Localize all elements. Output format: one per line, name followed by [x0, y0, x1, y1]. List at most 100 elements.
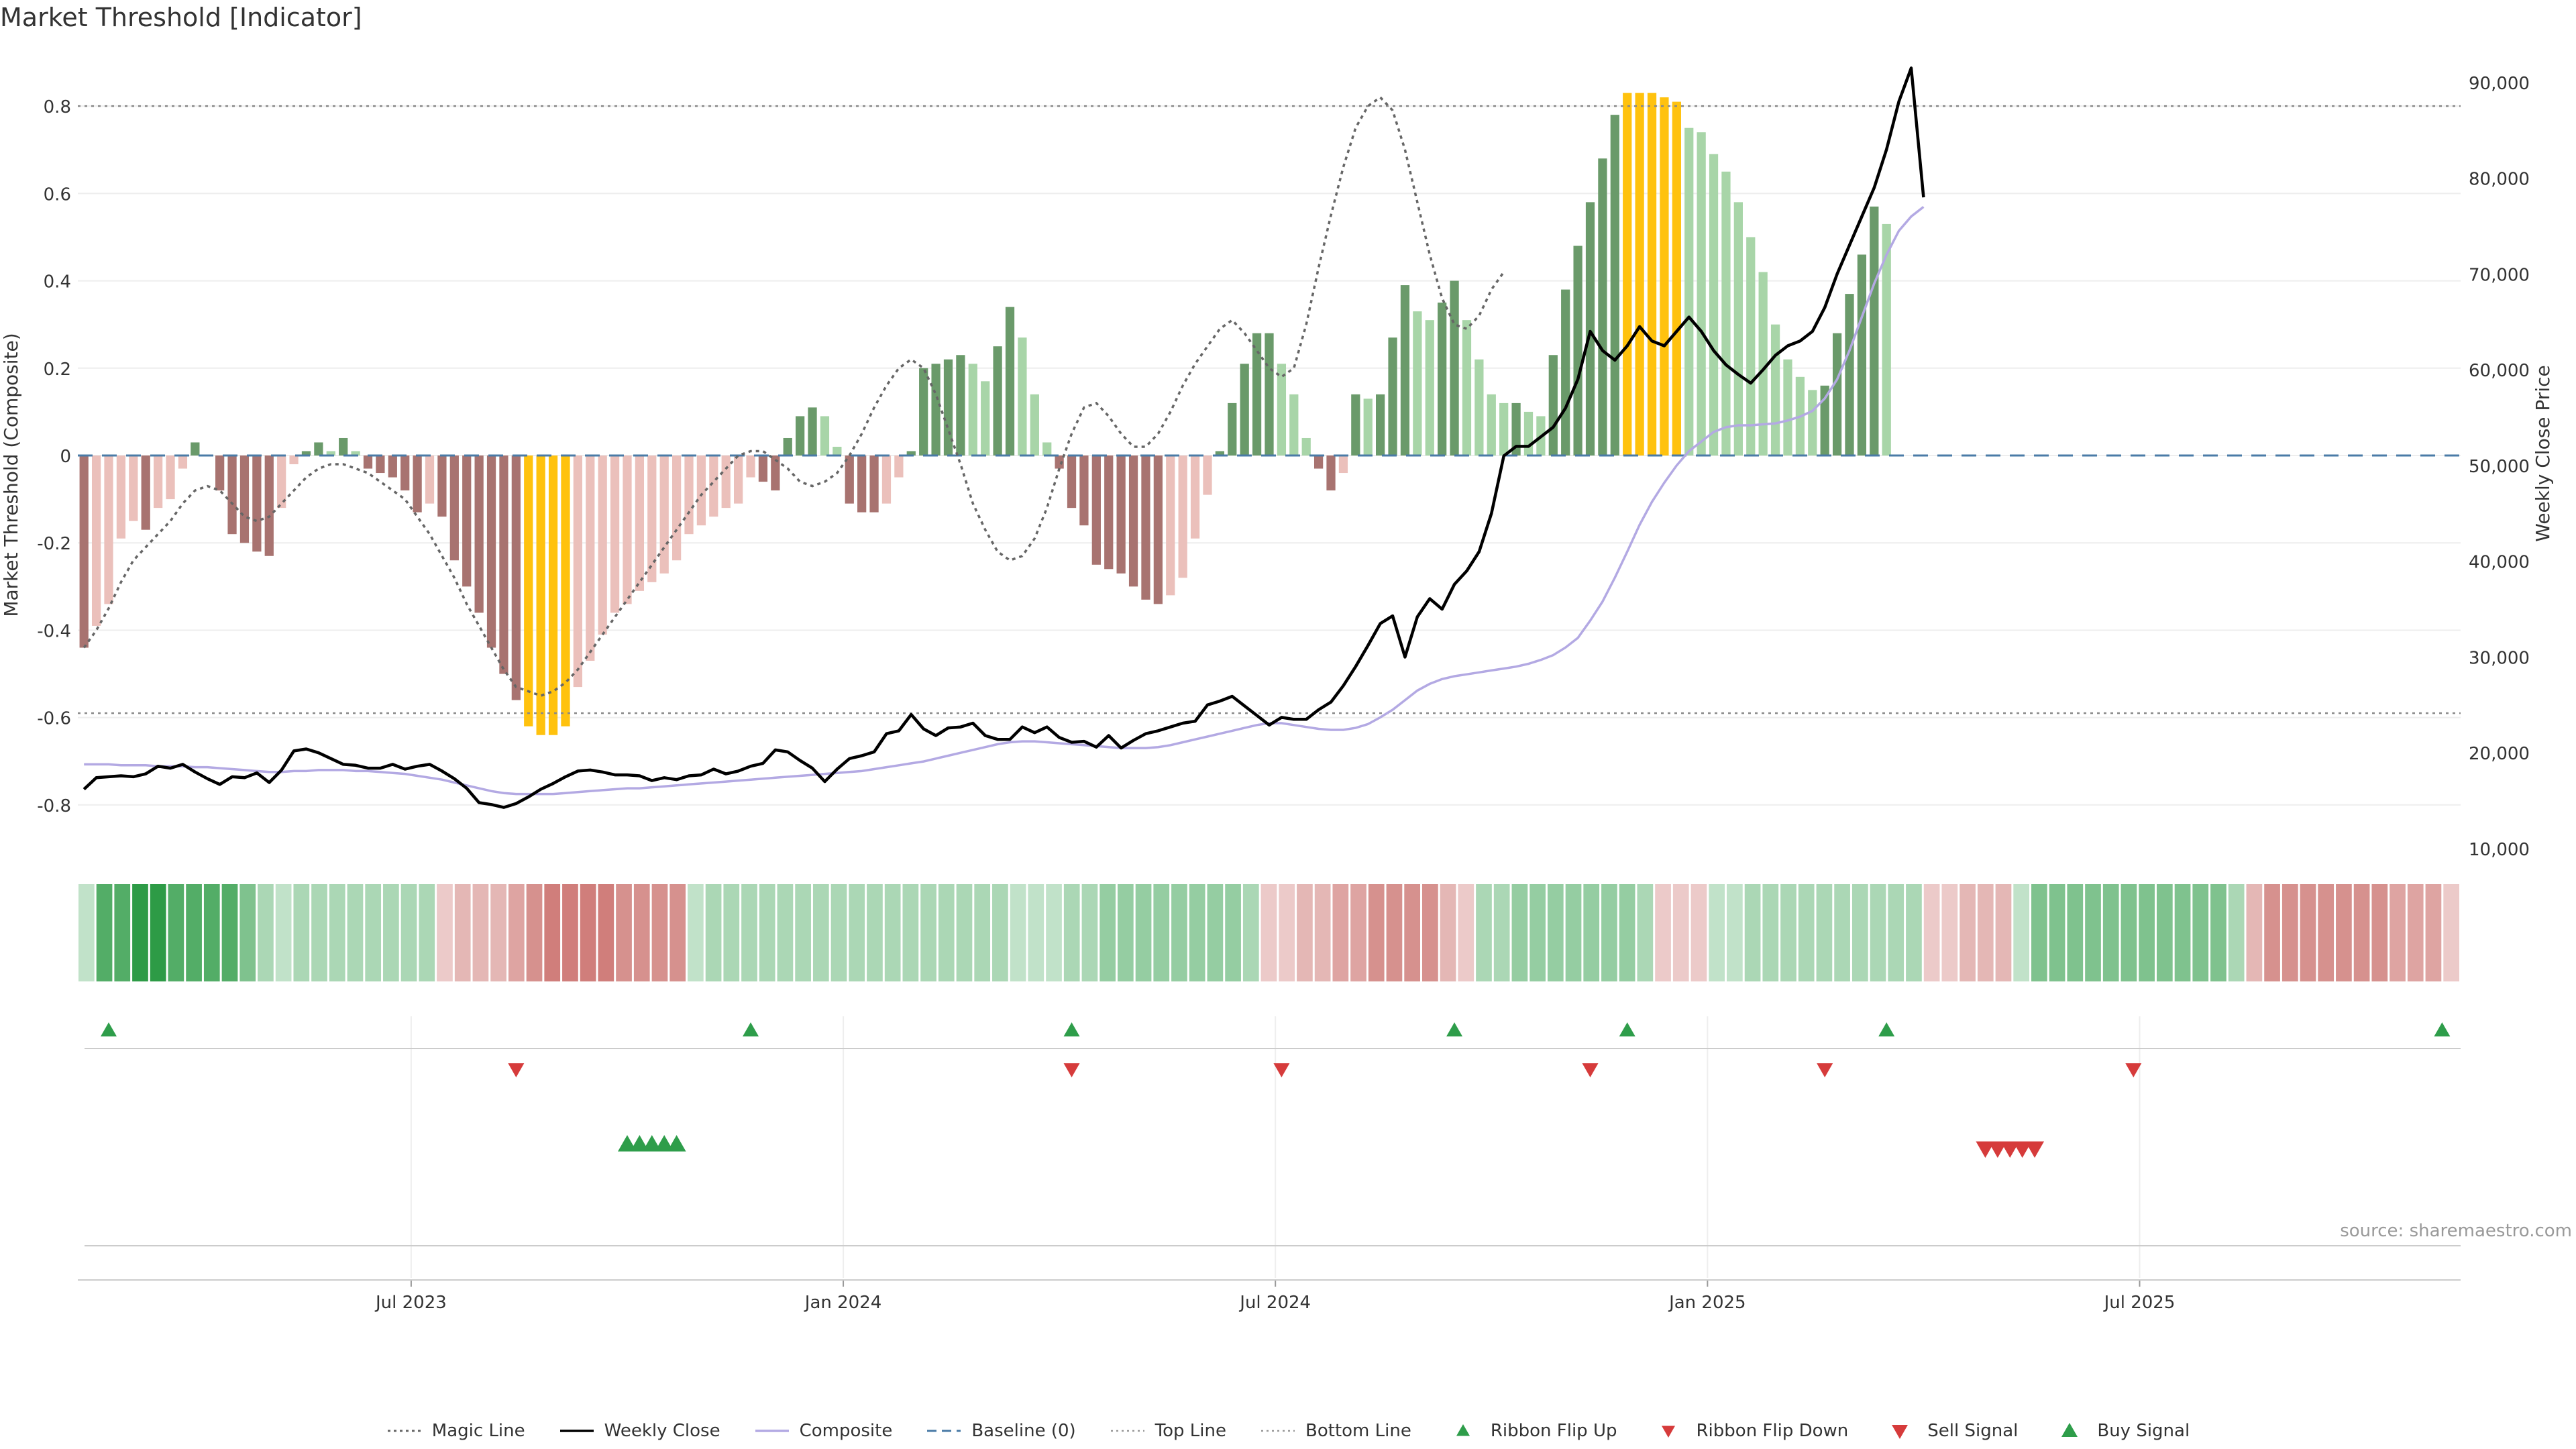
- composite-bar: [1561, 289, 1570, 456]
- composite-bar: [1598, 158, 1607, 456]
- ribbon-cell: [1565, 884, 1582, 981]
- y2-tick-label: 90,000: [2469, 74, 2530, 94]
- signal-panels: [78, 1022, 2461, 1281]
- y-tick-label: 0.2: [44, 360, 71, 380]
- buy-signal-marker: [630, 1135, 649, 1152]
- composite-bar: [166, 455, 175, 500]
- composite-bar: [561, 455, 570, 727]
- legend-swatch-icon: [927, 1430, 961, 1432]
- ribbon-cell: [1081, 884, 1098, 981]
- composite-bar: [1313, 455, 1324, 469]
- y-tick-label: 0.4: [44, 272, 71, 292]
- y-tick-label: -0.4: [37, 621, 71, 641]
- ribbon-cell: [1798, 884, 1815, 981]
- ribbon-cell: [329, 884, 345, 981]
- composite-bar: [598, 455, 607, 635]
- ribbon-cell: [150, 884, 166, 981]
- ribbon-flip-up-marker: [2434, 1022, 2451, 1036]
- composite-bar: [1523, 411, 1534, 456]
- chart-title: Market Threshold [Indicator]: [0, 3, 362, 32]
- composite-bar: [758, 455, 768, 482]
- legend-swatch-icon: [1261, 1430, 1295, 1432]
- composite-bar: [1733, 202, 1743, 456]
- legend-label: Baseline (0): [971, 1421, 1076, 1441]
- ribbon-cell: [759, 884, 775, 981]
- x-tick-label: Jul 2025: [2103, 1293, 2176, 1313]
- ribbon-cell: [1422, 884, 1438, 981]
- ribbon-cell: [2067, 884, 2084, 981]
- ribbon-cell: [114, 884, 131, 981]
- ribbon-cell: [2300, 884, 2316, 981]
- composite-bar: [388, 455, 397, 478]
- composite-bar: [1499, 402, 1509, 456]
- ribbon-cell: [2049, 884, 2065, 981]
- ribbon-cell: [1923, 884, 1940, 981]
- ribbon-cell: [1063, 884, 1080, 981]
- ribbon-flip-up-marker: [1619, 1022, 1635, 1036]
- composite-bar: [400, 455, 410, 491]
- ribbon-cell: [1529, 884, 1546, 981]
- composite-bar: [586, 455, 595, 661]
- composite-bar: [869, 455, 879, 513]
- composite-bar: [647, 455, 657, 582]
- ribbon-flip-down-marker: [1063, 1063, 1080, 1077]
- composite-line: [84, 206, 1925, 796]
- composite-bar: [993, 346, 1002, 456]
- ribbon-cell: [2139, 884, 2155, 981]
- composite-bar: [339, 437, 348, 456]
- ribbon-cell: [1207, 884, 1224, 981]
- composite-bar: [1660, 97, 1669, 456]
- buy-signal-marker: [655, 1135, 674, 1152]
- y2-tick-label: 50,000: [2469, 457, 2530, 477]
- ribbon-cell: [1888, 884, 1904, 981]
- ribbon-cell: [454, 884, 471, 981]
- ribbon-cell: [2425, 884, 2442, 981]
- ribbon-cell: [1171, 884, 1187, 981]
- ribbon-cell: [1404, 884, 1421, 981]
- ribbon-flip-up-marker: [1446, 1022, 1463, 1036]
- sell-signal-marker: [2012, 1141, 2032, 1158]
- ribbon-cell: [705, 884, 722, 981]
- ribbon-cell: [1960, 884, 1976, 981]
- ribbon-cell: [1851, 884, 1868, 981]
- legend-label: Ribbon Flip Down: [1696, 1421, 1849, 1441]
- ribbon-cell: [365, 884, 382, 981]
- legend-label: Sell Signal: [1927, 1421, 2019, 1441]
- ribbon-cell: [2192, 884, 2209, 981]
- composite-bar: [1265, 333, 1274, 456]
- buy-signal-marker: [617, 1135, 637, 1152]
- ribbon-cell: [1225, 884, 1241, 981]
- y2-axis-label: Weekly Close Price: [2532, 365, 2554, 541]
- ribbon-cell: [1028, 884, 1044, 981]
- ribbon-cell: [275, 884, 292, 981]
- ribbon-flip-up-marker: [1063, 1022, 1080, 1036]
- ribbon-flip-down-marker: [2125, 1063, 2142, 1077]
- ribbon-cell: [186, 884, 202, 981]
- ribbon-cell: [2246, 884, 2263, 981]
- ribbon-cell: [168, 884, 184, 981]
- composite-bar: [943, 359, 953, 456]
- ribbon-cell: [400, 884, 417, 981]
- composite-bar: [1141, 455, 1150, 600]
- x-tick-label: Jul 2024: [1238, 1293, 1311, 1313]
- sell-signal-marker: [1988, 1141, 2007, 1158]
- ribbon-cell: [1279, 884, 1295, 981]
- legend-label: Bottom Line: [1305, 1421, 1411, 1441]
- composite-bar: [623, 455, 632, 604]
- composite-bar: [833, 446, 842, 456]
- composite-bar: [919, 368, 928, 456]
- composite-bar: [1252, 333, 1262, 456]
- ribbon-flip-up-marker: [743, 1022, 759, 1036]
- x-tick-label: Jul 2023: [374, 1293, 447, 1313]
- composite-bar: [1623, 93, 1632, 456]
- composite-bar: [1438, 303, 1447, 456]
- legend-item: Top Line: [1110, 1421, 1226, 1441]
- ribbon-cell: [1458, 884, 1474, 981]
- composite-bar: [956, 355, 965, 456]
- composite-bar: [1870, 206, 1879, 456]
- composite-bar: [733, 455, 743, 504]
- composite-bar: [635, 455, 645, 591]
- composite-bar: [1128, 455, 1138, 587]
- ribbon-cell: [2371, 884, 2388, 981]
- ribbon-flip-down-marker: [1817, 1063, 1833, 1077]
